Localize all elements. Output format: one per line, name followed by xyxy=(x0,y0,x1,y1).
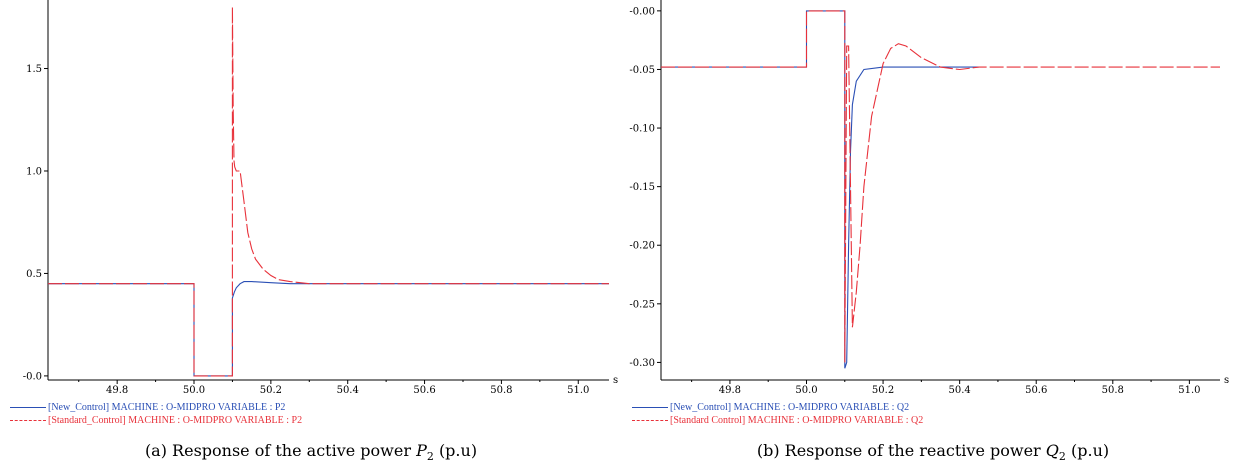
legend-swatch-standard-control xyxy=(10,420,46,421)
legend-label: [New_Control] MACHINE : O-MIDPRO VARIABL… xyxy=(48,402,286,413)
legend-label: [New_Control] MACHINE : O-MIDPRO VARIABL… xyxy=(670,402,910,413)
legend-item-new-control: [New_Control] MACHINE : O-MIDPRO VARIABL… xyxy=(632,401,923,414)
y-tick-label: -0.20 xyxy=(629,241,655,252)
chart-b-caption: (b) Response of the reactive power Q2 (p… xyxy=(622,441,1244,463)
chart-a-caption: (a) Response of the active power P2 (p.u… xyxy=(0,441,622,463)
caption-subscript: 2 xyxy=(426,450,434,464)
y-tick-label: 0.5 xyxy=(26,269,42,280)
y-tick-label: -0.15 xyxy=(629,182,655,193)
series-line-standard-control xyxy=(48,6,609,377)
y-tick-label: -0.00 xyxy=(629,6,655,17)
legend-item-new-control: [New_Control] MACHINE : O-MIDPRO VARIABL… xyxy=(10,401,302,414)
chart-b-svg: -0.00 -0.05 -0.10 -0.15 -0.20 -0.25 -0.30 49.8 5… xyxy=(629,0,1229,396)
legend-swatch-new-control xyxy=(632,407,668,408)
caption-symbol: P xyxy=(416,441,427,460)
chart-panel-a: -0.0 0.5 1.0 1.5 49.8 50.0 50.2 50.4 50.6 50.8 51.… xyxy=(0,0,622,463)
series-line-new-control xyxy=(48,281,609,377)
legend-item-standard-control: [Standard Control] MACHINE : O-MIDPRO VA… xyxy=(632,414,923,427)
legend-swatch-new-control xyxy=(10,407,46,408)
chart-b-legend: [New_Control] MACHINE : O-MIDPRO VARIABL… xyxy=(632,401,923,427)
caption-unit: (p.u) xyxy=(438,441,478,460)
chart-a-legend: [New_Control] MACHINE : O-MIDPRO VARIABL… xyxy=(10,401,302,427)
caption-text: (a) Response of the active power xyxy=(144,441,411,460)
caption-text: (b) Response of the reactive power xyxy=(756,441,1041,460)
x-tick-label: 50.6 xyxy=(1025,385,1047,396)
x-tick-label: 51.0 xyxy=(1178,385,1200,396)
x-tick-label: 51.0 xyxy=(567,385,589,396)
y-tick-label: 1.5 xyxy=(26,64,42,75)
x-tick-label: 50.0 xyxy=(795,385,817,396)
chart-panel-b: -0.00 -0.05 -0.10 -0.15 -0.20 -0.25 -0.30 49.8 5… xyxy=(622,0,1244,471)
caption-symbol: Q xyxy=(1045,441,1059,460)
y-tick-label: -0.25 xyxy=(629,299,655,310)
legend-label: [Standard_Control] MACHINE : O-MIDPRO VA… xyxy=(48,415,303,426)
y-tick-label: -0.05 xyxy=(629,65,655,76)
y-tick-label: -0.0 xyxy=(23,371,42,382)
series-line-new-control xyxy=(661,10,979,369)
x-unit-label: s xyxy=(613,375,618,386)
x-tick-label: 49.8 xyxy=(106,385,128,396)
x-tick-label: 50.4 xyxy=(949,385,971,396)
x-tick-label: 50.2 xyxy=(260,385,282,396)
series-line-standard-control xyxy=(661,10,1220,363)
chart-a-svg: -0.0 0.5 1.0 1.5 49.8 50.0 50.2 50.4 50.6 50.8 51.… xyxy=(23,0,618,396)
caption-subscript: 2 xyxy=(1058,450,1066,464)
y-tick-label: -0.30 xyxy=(629,358,655,369)
legend-swatch-standard-control xyxy=(632,420,668,421)
caption-unit: (p.u) xyxy=(1071,441,1110,460)
legend-item-standard-control: [Standard_Control] MACHINE : O-MIDPRO VA… xyxy=(10,414,302,427)
x-tick-label: 50.6 xyxy=(413,385,435,396)
x-unit-label: s xyxy=(1224,375,1229,386)
x-tick-label: 49.8 xyxy=(719,385,741,396)
x-tick-label: 50.8 xyxy=(490,385,512,396)
legend-label: [Standard Control] MACHINE : O-MIDPRO VA… xyxy=(670,415,924,426)
x-tick-label: 50.0 xyxy=(183,385,205,396)
y-tick-label: -0.10 xyxy=(629,124,655,135)
x-tick-label: 50.8 xyxy=(1102,385,1124,396)
x-tick-label: 50.2 xyxy=(872,385,894,396)
x-tick-label: 50.4 xyxy=(337,385,359,396)
y-tick-label: 1.0 xyxy=(26,166,42,177)
